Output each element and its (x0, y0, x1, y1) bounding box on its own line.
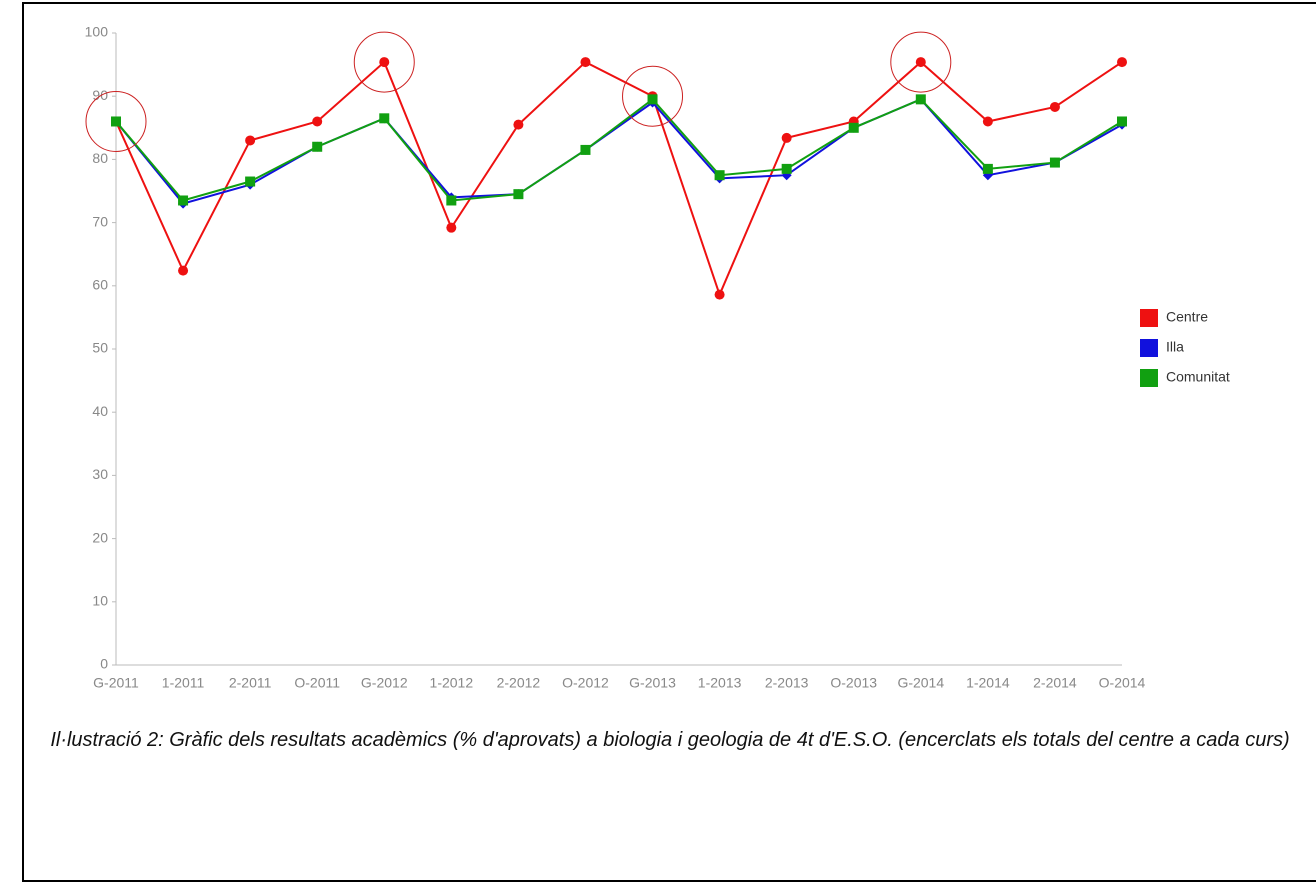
point (1117, 116, 1127, 127)
y-tick-label: 30 (92, 466, 108, 482)
highlight-circle (353, 31, 415, 93)
x-tick-label: O-2014 (1099, 675, 1146, 691)
point (781, 163, 792, 174)
point (312, 141, 323, 152)
x-tick-label: 2-2014 (1033, 675, 1077, 691)
point (982, 116, 993, 127)
highlight-circle (890, 31, 952, 93)
series-line (115, 60, 1123, 298)
y-tick-label: 10 (92, 593, 108, 609)
point (714, 289, 725, 300)
point (915, 57, 926, 68)
x-tick-label: O-2012 (562, 675, 609, 691)
y-tick-label: 50 (92, 340, 108, 356)
x-tick-label: O-2013 (830, 675, 877, 691)
x-tick-label: G-2012 (361, 675, 408, 691)
y-tick-label: 60 (92, 277, 108, 293)
legend-label: Illa (1166, 339, 1184, 355)
legend-label: Comunitat (1166, 369, 1230, 385)
point (1117, 57, 1127, 68)
point (1049, 101, 1060, 112)
point (111, 116, 121, 127)
point (379, 57, 390, 68)
point (245, 135, 256, 146)
x-tick-label: G-2014 (897, 675, 944, 691)
legend-swatch (1140, 369, 1158, 387)
point (513, 189, 524, 200)
point (647, 94, 658, 105)
x-tick-label: 1-2014 (966, 675, 1010, 691)
legend-swatch (1140, 339, 1158, 357)
x-tick-label: 2-2013 (765, 675, 809, 691)
point (982, 163, 993, 174)
x-tick-label: 1-2012 (430, 675, 474, 691)
y-tick-label: 40 (92, 403, 108, 419)
point (245, 176, 256, 187)
highlight-circle (85, 90, 147, 152)
x-tick-label: 1-2011 (162, 675, 205, 691)
point (781, 132, 792, 143)
x-tick-label: O-2011 (294, 675, 340, 691)
point (513, 119, 524, 130)
point (848, 122, 859, 133)
point (915, 94, 926, 105)
point (580, 57, 591, 68)
x-tick-label: 2-2012 (497, 675, 541, 691)
series-line (115, 98, 1123, 202)
y-tick-label: 100 (85, 24, 109, 40)
legend-swatch (1140, 309, 1158, 327)
point (446, 222, 457, 233)
point (379, 113, 390, 124)
legend-label: Centre (1166, 309, 1208, 325)
point (178, 265, 189, 276)
y-tick-label: 70 (92, 213, 108, 229)
x-tick-label: G-2011 (93, 675, 139, 691)
highlight-circle (622, 65, 684, 127)
y-tick-label: 0 (100, 656, 108, 672)
point (1049, 157, 1060, 168)
point (446, 195, 457, 206)
y-tick-label: 20 (92, 529, 108, 545)
y-tick-label: 80 (92, 150, 108, 166)
series-line (115, 98, 1123, 205)
point (714, 170, 725, 181)
x-tick-label: 1-2013 (698, 675, 742, 691)
point (312, 116, 323, 127)
point (178, 195, 189, 206)
point (580, 144, 591, 155)
x-tick-label: 2-2011 (229, 675, 272, 691)
caption: Il·lustració 2: Gràfic dels resultats ac… (50, 729, 1290, 751)
x-tick-label: G-2013 (629, 675, 676, 691)
